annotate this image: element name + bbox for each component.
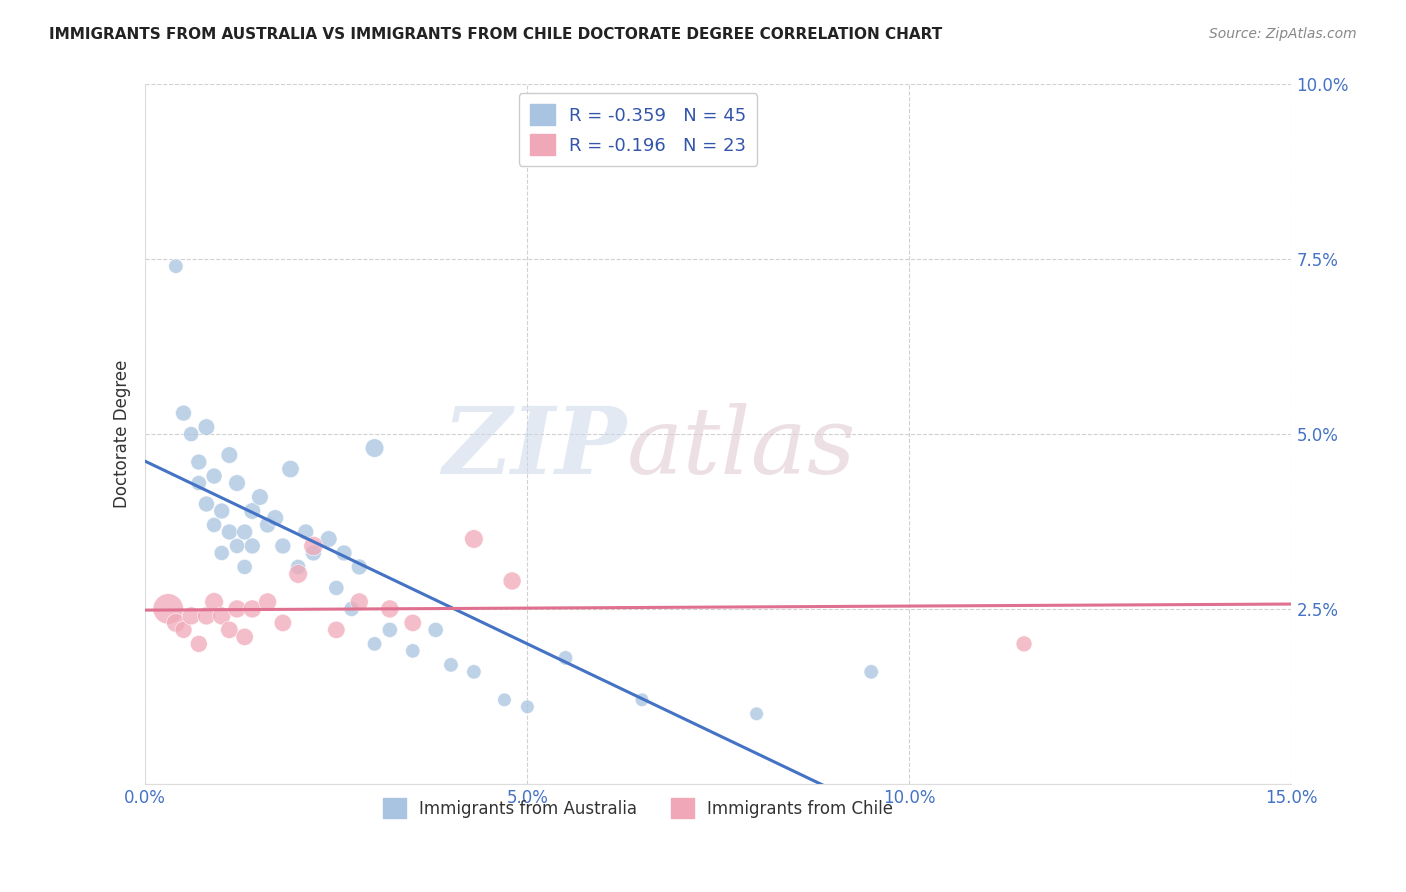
Point xyxy=(745,706,768,721)
Text: IMMIGRANTS FROM AUSTRALIA VS IMMIGRANTS FROM CHILE DOCTORATE DEGREE CORRELATION : IMMIGRANTS FROM AUSTRALIA VS IMMIGRANTS … xyxy=(49,27,942,42)
Point xyxy=(349,595,371,609)
Point xyxy=(249,490,271,504)
Point xyxy=(302,546,325,560)
Point xyxy=(165,615,187,630)
Point xyxy=(402,615,425,630)
Point xyxy=(211,546,233,560)
Point xyxy=(195,497,218,511)
Point xyxy=(240,602,263,616)
Point xyxy=(463,665,485,679)
Point xyxy=(463,532,485,546)
Point xyxy=(271,539,294,553)
Point xyxy=(240,539,263,553)
Point xyxy=(187,455,209,469)
Point xyxy=(425,623,447,637)
Point xyxy=(294,524,316,539)
Point xyxy=(226,539,249,553)
Point xyxy=(218,623,240,637)
Point xyxy=(202,469,225,483)
Point xyxy=(211,504,233,518)
Point xyxy=(211,608,233,623)
Point xyxy=(333,546,356,560)
Point xyxy=(195,608,218,623)
Point xyxy=(516,699,538,714)
Point xyxy=(494,693,516,707)
Point xyxy=(318,532,340,546)
Point xyxy=(226,476,249,491)
Point xyxy=(325,581,347,595)
Point xyxy=(631,693,654,707)
Point xyxy=(202,595,225,609)
Point xyxy=(860,665,883,679)
Text: atlas: atlas xyxy=(627,403,856,493)
Text: ZIP: ZIP xyxy=(443,403,627,493)
Point xyxy=(218,448,240,462)
Point xyxy=(233,630,256,644)
Point xyxy=(240,504,263,518)
Point xyxy=(202,518,225,533)
Point xyxy=(287,560,309,574)
Point xyxy=(256,595,278,609)
Y-axis label: Doctorate Degree: Doctorate Degree xyxy=(114,359,131,508)
Point xyxy=(233,524,256,539)
Point xyxy=(271,615,294,630)
Point xyxy=(378,623,401,637)
Text: Source: ZipAtlas.com: Source: ZipAtlas.com xyxy=(1209,27,1357,41)
Point xyxy=(378,602,401,616)
Point xyxy=(256,518,278,533)
Point xyxy=(363,441,385,455)
Point xyxy=(165,259,187,273)
Point xyxy=(501,574,523,588)
Point xyxy=(187,476,209,491)
Point xyxy=(218,524,240,539)
Point xyxy=(349,560,371,574)
Point xyxy=(173,623,195,637)
Point xyxy=(554,651,576,665)
Point xyxy=(280,462,302,476)
Point xyxy=(264,511,287,525)
Point xyxy=(325,623,347,637)
Point xyxy=(440,657,463,672)
Point xyxy=(402,644,425,658)
Legend: Immigrants from Australia, Immigrants from Chile: Immigrants from Australia, Immigrants fr… xyxy=(377,792,900,824)
Point xyxy=(173,406,195,420)
Point xyxy=(187,637,209,651)
Point xyxy=(340,602,363,616)
Point xyxy=(157,602,180,616)
Point xyxy=(363,637,385,651)
Point xyxy=(233,560,256,574)
Point xyxy=(195,420,218,434)
Point xyxy=(180,608,202,623)
Point xyxy=(1012,637,1035,651)
Point xyxy=(287,566,309,581)
Point xyxy=(180,427,202,442)
Point xyxy=(226,602,249,616)
Point xyxy=(302,539,325,553)
